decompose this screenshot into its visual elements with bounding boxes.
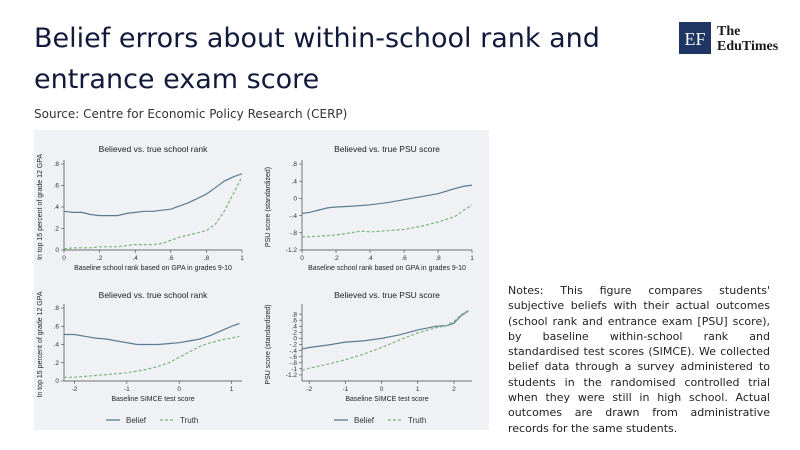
series-line-belief	[63, 173, 243, 217]
legend-belief-label: Belief	[126, 416, 147, 425]
logo-mark-text: EF	[684, 29, 705, 49]
y-tick-label: -.4	[289, 348, 297, 355]
x-tick-label: .4	[367, 255, 373, 262]
y-tick-label: .4	[54, 204, 60, 211]
source-line: Source: Centre for Economic Policy Resea…	[34, 107, 348, 121]
legend-truth-label: Truth	[180, 416, 198, 425]
logo-mark-icon: EF	[679, 22, 711, 54]
x-axis-label: Baseline SIMCE test score	[111, 396, 194, 403]
y-tick-label: .8	[292, 161, 298, 168]
y-tick-label: .2	[54, 226, 60, 233]
x-tick-label: 0	[177, 386, 181, 393]
x-tick-label: .8	[435, 255, 441, 262]
x-tick-label: -2	[72, 386, 78, 393]
y-tick-label: .6	[54, 323, 60, 330]
series-line-belief	[301, 184, 473, 215]
series-line-truth	[64, 335, 240, 378]
x-tick-label: .6	[168, 255, 174, 262]
x-axis-label: Baseline SIMCE test score	[345, 396, 428, 403]
x-axis-label: Baseline school rank based on GPA in gra…	[308, 265, 466, 272]
y-tick-label: .4	[292, 323, 298, 330]
x-tick-label: 1	[470, 255, 474, 262]
y-tick-label: .8	[292, 311, 298, 318]
y-tick-label: 0	[55, 378, 59, 385]
y-axis-label: PSU score (standardized)	[265, 304, 272, 384]
y-tick-label: .6	[54, 183, 60, 190]
chart-rank-by-gpa: Believed vs. true school rank 0 .2 .4 .6 .8 1 0…	[37, 144, 244, 272]
x-tick-label: .6	[401, 255, 407, 262]
y-tick-label: .4	[54, 342, 60, 349]
legend-truth-label: Truth	[408, 416, 426, 425]
y-tick-label: -1.2	[286, 247, 298, 254]
legend-right: Belief Truth	[334, 416, 426, 425]
series-line-truth	[63, 176, 243, 250]
x-tick-label: -1	[124, 386, 130, 393]
y-axis-label: PSU score (standardized)	[265, 167, 272, 247]
y-tick-label: 0	[293, 196, 297, 203]
chart-panel-area	[34, 130, 489, 430]
figure-notes: Notes: This figure compares students' su…	[508, 284, 770, 435]
edutimes-logo[interactable]: EF The EduTimes	[679, 22, 778, 58]
x-tick-label: .2	[97, 255, 103, 262]
x-tick-label: 1	[240, 255, 244, 262]
chart-title: Believed vs. true PSU score	[334, 144, 440, 154]
series-line-belief	[301, 310, 469, 350]
chart-psu-by-simce: Believed vs. true PSU score -2 -1 0 1 2 .8.6.4…	[265, 290, 472, 403]
series-line-truth	[301, 309, 469, 371]
chart-title: Believed vs. true school rank	[99, 144, 208, 154]
x-tick-label: .4	[132, 255, 138, 262]
series-line-belief	[64, 322, 240, 346]
x-tick-label: -2	[306, 386, 312, 393]
x-tick-label: 1	[416, 386, 420, 393]
chart-title: Believed vs. true school rank	[99, 290, 208, 300]
y-tick-label: .4	[292, 178, 298, 185]
chart-title: Believed vs. true PSU score	[334, 290, 440, 300]
x-tick-label: 2	[452, 386, 456, 393]
y-tick-label: -.2	[289, 342, 297, 349]
x-tick-label: 0	[380, 386, 384, 393]
x-tick-label: 1	[230, 386, 234, 393]
x-tick-label: .8	[204, 255, 210, 262]
chart-rank-by-simce: Believed vs. true school rank -2 -1 0 1 0 .2 .4…	[37, 290, 242, 403]
legend-left: Belief Truth	[106, 416, 198, 425]
legend-belief-label: Belief	[354, 416, 375, 425]
y-tick-label: .8	[54, 305, 60, 312]
y-tick-label: .2	[54, 360, 60, 367]
logo-line-2: EduTimes	[717, 39, 779, 54]
y-axis-label: In top 15 percent of grade 12 GPA	[37, 291, 44, 397]
y-tick-label: -.8	[289, 230, 297, 237]
y-tick-label: -.4	[289, 213, 297, 220]
y-tick-label: -.8	[289, 360, 297, 367]
x-axis-label: Baseline school rank based on GPA in gra…	[74, 265, 232, 272]
y-tick-label: -.6	[289, 354, 297, 361]
chart-psu-by-gpa: Believed vs. true PSU score 0 .2 .4 .6 .8 1 .8.…	[265, 144, 474, 272]
y-tick-label: 0	[293, 336, 297, 343]
x-tick-label: .2	[333, 255, 339, 262]
x-tick-label: 0	[300, 255, 304, 262]
x-tick-label: 0	[62, 255, 66, 262]
page-title: Belief errors about within-school rank a…	[34, 23, 600, 95]
series-line-truth	[301, 204, 473, 238]
y-tick-label: 0	[55, 247, 59, 254]
y-tick-label: -1.2	[286, 372, 298, 379]
logo-wordmark: The EduTimes	[717, 24, 778, 54]
y-axis-label: In top 15 percent of grade 12 GPA	[37, 154, 44, 260]
y-tick-label: .6	[292, 317, 298, 324]
logo-line-1: The	[717, 24, 741, 39]
y-tick-label: .8	[54, 161, 60, 168]
y-tick-label: .2	[292, 330, 298, 337]
x-tick-label: -1	[343, 386, 349, 393]
y-tick-label: -1	[291, 366, 297, 373]
